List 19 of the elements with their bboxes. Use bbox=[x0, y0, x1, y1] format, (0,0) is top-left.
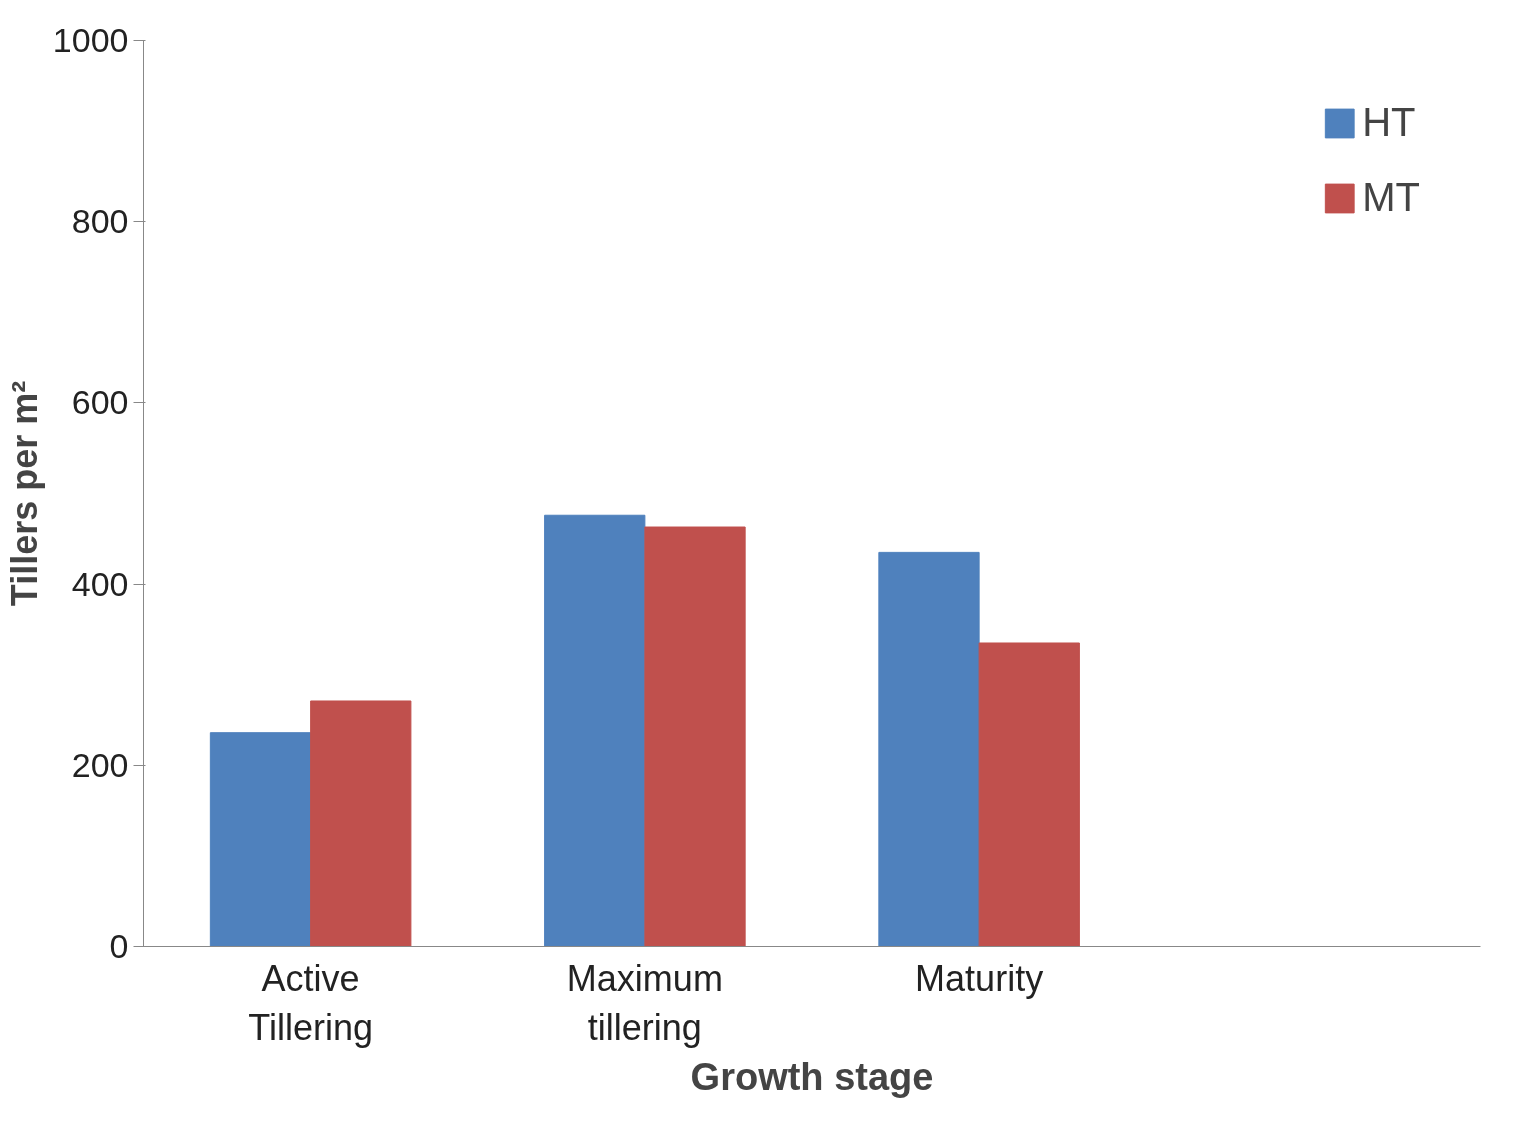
x-tick-label: Maturity bbox=[915, 957, 1044, 999]
bar bbox=[978, 642, 1080, 947]
y-axis-title: Tillers per m² bbox=[3, 380, 45, 607]
y-tick-label: 800 bbox=[71, 202, 129, 241]
bar bbox=[544, 514, 646, 947]
legend-label: MT bbox=[1362, 175, 1420, 220]
y-tick-label: 0 bbox=[109, 927, 129, 965]
x-tick-label: Active Tillering bbox=[248, 957, 373, 1048]
bar bbox=[644, 526, 746, 947]
bar bbox=[878, 551, 980, 947]
legend-label: HT bbox=[1362, 100, 1416, 145]
x-tick-label: Maximum tillering bbox=[566, 957, 723, 1048]
y-tick-label: 1000 bbox=[52, 21, 129, 59]
bar bbox=[310, 700, 412, 947]
bar bbox=[209, 732, 312, 947]
x-axis-title: Growth stage bbox=[690, 1055, 934, 1098]
y-tick-label: 600 bbox=[71, 383, 129, 422]
y-tick-label: 200 bbox=[71, 745, 129, 784]
y-tick-label: 400 bbox=[71, 564, 129, 603]
